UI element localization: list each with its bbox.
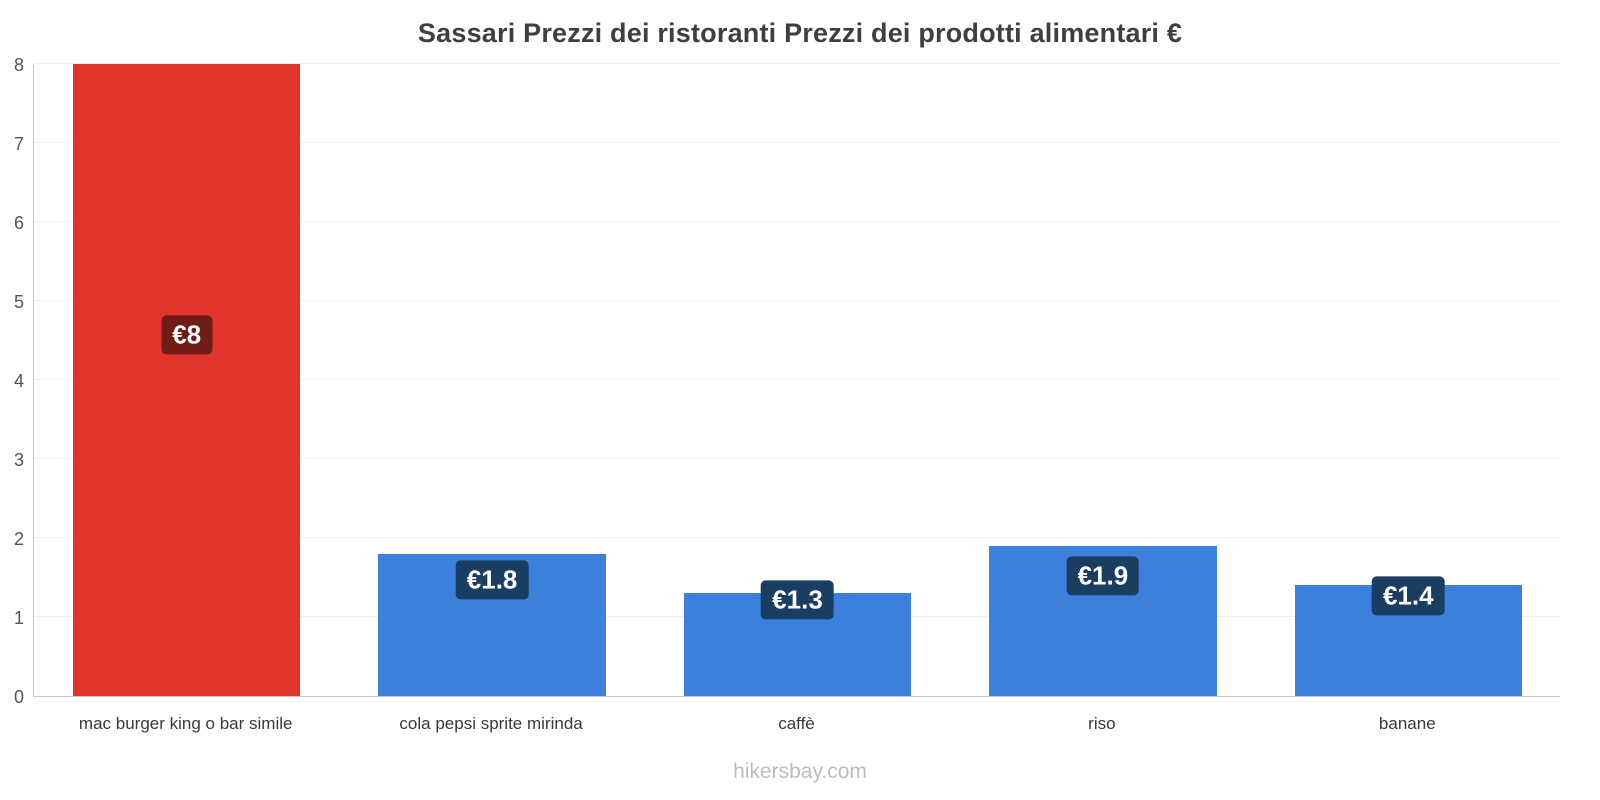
bar-value-label: €1.3 <box>761 580 834 620</box>
bar-value-label: €1.9 <box>1066 556 1140 596</box>
y-axis-tick-label: 3 <box>13 450 24 470</box>
gridline <box>34 537 1560 538</box>
footer-watermark: hikersbay.com <box>733 760 867 783</box>
y-axis-tick-label: 5 <box>13 292 24 312</box>
plot-area: €8 €1.8 €1.3 €1.9 €1.4 <box>33 63 1560 697</box>
bar-5[interactable]: €1.4 <box>1294 576 1523 696</box>
y-axis-tick-label: 4 <box>13 371 24 391</box>
gridline <box>34 458 1560 459</box>
y-axis-tick-label: 6 <box>13 213 24 233</box>
x-axis-label: banane <box>1378 714 1436 733</box>
y-axis-tick-label: 8 <box>13 55 24 75</box>
y-axis-tick-label: 0 <box>13 687 24 707</box>
bar-value-label: €1.4 <box>1371 576 1445 616</box>
chart-title: Sassari Prezzi dei ristoranti Prezzi dei… <box>417 18 1183 48</box>
bar-3[interactable]: €1.3 <box>683 580 912 696</box>
x-axis-label: mac burger king o bar simile <box>78 714 293 733</box>
bar-2[interactable]: €1.8 <box>378 553 606 696</box>
gridline <box>34 379 1560 380</box>
bar-value-label: €1.8 <box>455 560 529 600</box>
gridline <box>34 300 1560 301</box>
y-axis-tick-label: 2 <box>13 529 24 549</box>
x-axis-label: cola pepsi sprite mirinda <box>399 714 583 733</box>
bar-4[interactable]: €1.9 <box>989 545 1217 696</box>
bar-value-label: €8 <box>161 315 213 355</box>
gridline <box>34 63 1560 64</box>
bar-1[interactable]: €8 <box>72 64 301 696</box>
gridline <box>34 221 1560 222</box>
gridline <box>34 142 1560 143</box>
y-axis-tick-label: 1 <box>13 608 24 628</box>
x-axis-label: riso <box>1088 714 1116 733</box>
y-axis-tick-label: 7 <box>13 134 24 154</box>
x-axis-label: caffè <box>778 714 815 733</box>
